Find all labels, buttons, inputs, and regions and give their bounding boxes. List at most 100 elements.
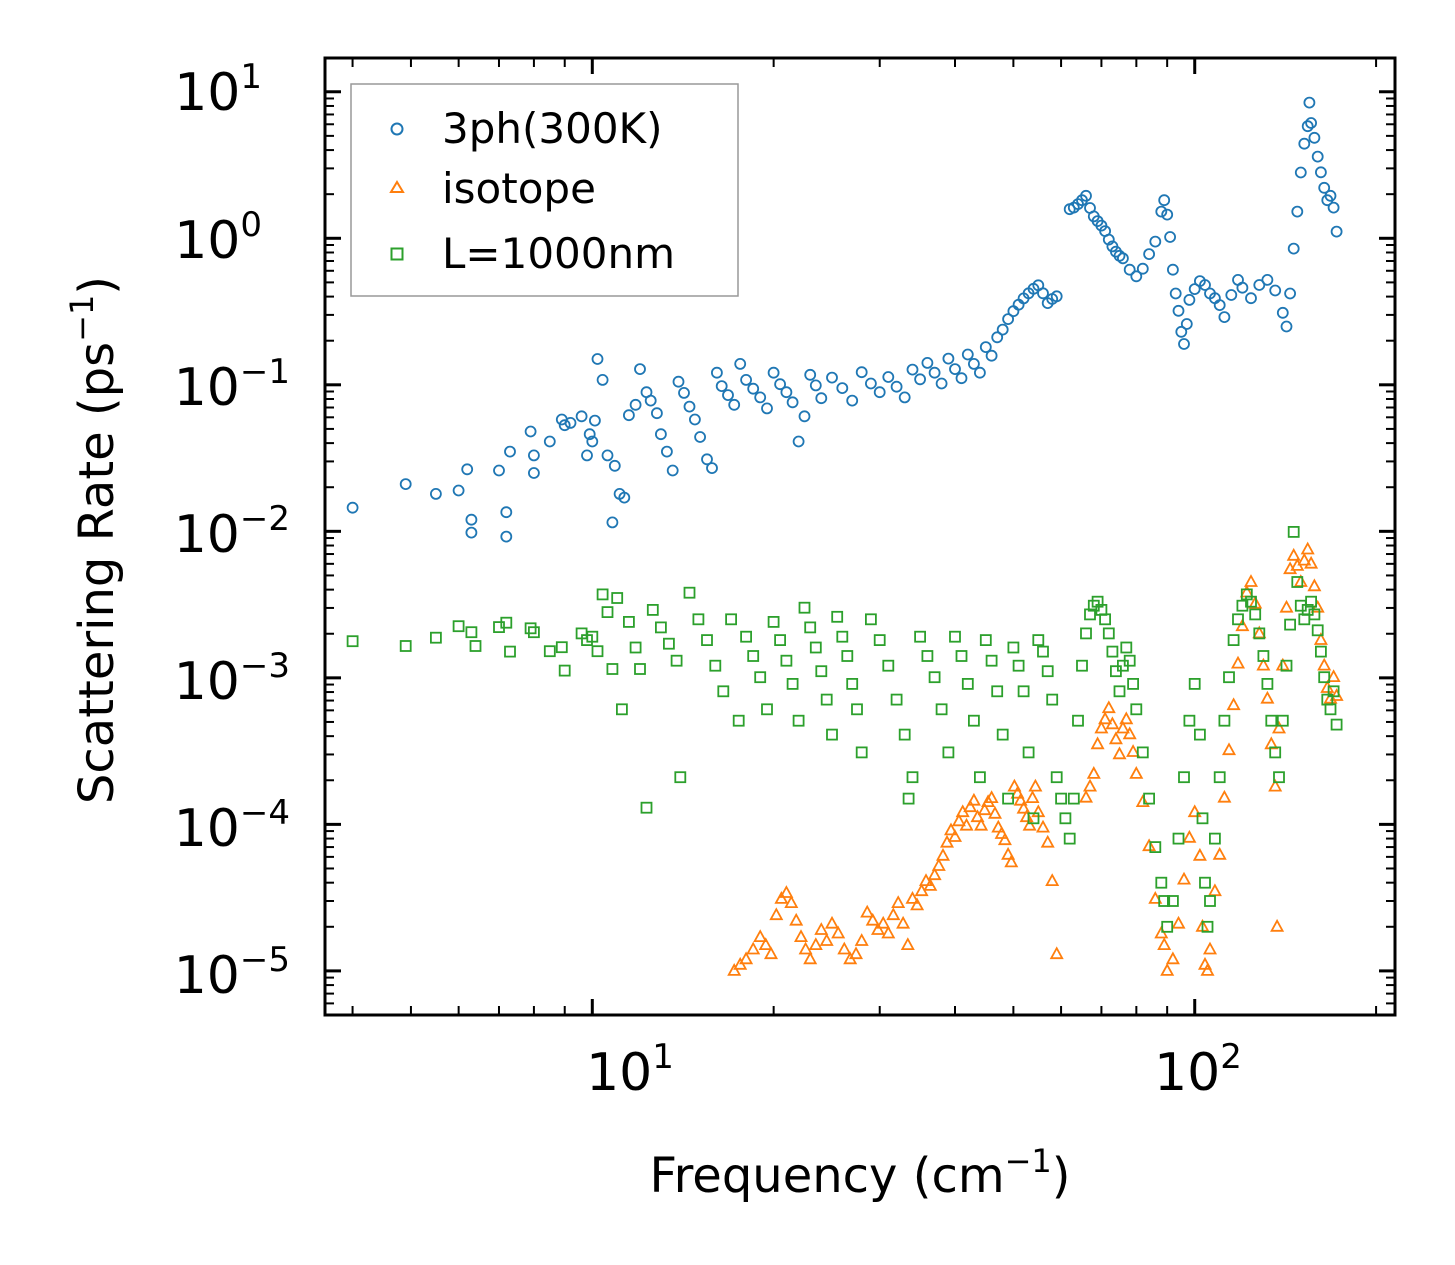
data-point bbox=[886, 907, 901, 921]
data-point bbox=[854, 933, 869, 946]
data-point bbox=[1293, 574, 1308, 587]
data-point bbox=[974, 817, 989, 831]
data-point bbox=[1167, 895, 1179, 907]
data-point bbox=[1311, 150, 1324, 163]
data-point bbox=[1136, 262, 1149, 275]
data-point bbox=[1022, 746, 1035, 759]
data-point bbox=[987, 805, 1003, 819]
data-point bbox=[793, 929, 809, 942]
data-point bbox=[1199, 279, 1211, 291]
data-point bbox=[1213, 771, 1226, 784]
data-point bbox=[1101, 700, 1116, 714]
data-point bbox=[747, 650, 760, 662]
data-point bbox=[873, 386, 886, 399]
data-point bbox=[465, 513, 478, 526]
data-point bbox=[666, 464, 679, 477]
data-point bbox=[651, 407, 663, 420]
data-point bbox=[1055, 792, 1067, 805]
data-point bbox=[1160, 963, 1175, 976]
data-point bbox=[524, 425, 537, 438]
data-point bbox=[1106, 645, 1119, 658]
data-point bbox=[596, 588, 609, 601]
data-point bbox=[558, 664, 571, 677]
data-point bbox=[974, 366, 986, 379]
data-point bbox=[786, 678, 799, 690]
data-point bbox=[966, 792, 981, 806]
data-point bbox=[1129, 766, 1144, 779]
data-point bbox=[528, 449, 540, 462]
data-point bbox=[902, 792, 915, 805]
data-point bbox=[826, 728, 838, 741]
data-point bbox=[500, 616, 513, 629]
data-point bbox=[1010, 785, 1025, 799]
y-axis-label: Scattering Rate (ps−1) bbox=[63, 276, 125, 804]
data-point bbox=[1243, 574, 1259, 587]
data-point bbox=[740, 373, 752, 386]
data-point bbox=[767, 616, 780, 628]
data-point bbox=[591, 353, 604, 365]
data-point bbox=[836, 630, 849, 643]
data-point bbox=[881, 925, 896, 939]
data-point bbox=[1167, 263, 1179, 276]
data-point bbox=[1311, 624, 1324, 637]
data-point bbox=[1315, 645, 1327, 658]
data-point bbox=[1082, 778, 1098, 792]
data-point bbox=[1291, 205, 1304, 218]
data-point bbox=[1046, 693, 1059, 706]
data-point bbox=[524, 622, 537, 635]
data-point bbox=[1261, 273, 1274, 286]
data-point bbox=[1080, 189, 1092, 202]
y-tick-label-1e-1: 10−1 bbox=[174, 352, 290, 418]
data-point bbox=[961, 348, 974, 361]
data-point bbox=[399, 478, 412, 491]
data-point bbox=[1276, 306, 1289, 319]
data-point bbox=[1187, 804, 1202, 818]
data-point bbox=[996, 728, 1009, 741]
y-tick-label-1e-3: 10−3 bbox=[174, 646, 290, 712]
data-point bbox=[1037, 287, 1049, 300]
data-point bbox=[1297, 552, 1312, 566]
data-point bbox=[984, 790, 999, 803]
data-point bbox=[727, 963, 742, 976]
data-point bbox=[943, 822, 959, 836]
data-point bbox=[634, 363, 646, 376]
data-point bbox=[1017, 685, 1030, 698]
data-point bbox=[1194, 728, 1206, 741]
legend-label-l1000nm: L=1000nm bbox=[442, 229, 675, 278]
data-point bbox=[1239, 584, 1254, 598]
data-point bbox=[728, 398, 741, 411]
data-point bbox=[974, 771, 986, 784]
series-l-1000nm bbox=[346, 526, 1343, 933]
data-point bbox=[1063, 832, 1076, 845]
data-point bbox=[1209, 832, 1221, 845]
data-point bbox=[979, 341, 992, 354]
data-point bbox=[1284, 618, 1296, 631]
data-point bbox=[465, 526, 478, 539]
data-point bbox=[804, 368, 817, 381]
data-point bbox=[1221, 742, 1237, 756]
data-point bbox=[819, 933, 834, 946]
data-point bbox=[586, 435, 599, 448]
data-point bbox=[558, 419, 571, 432]
data-point bbox=[1126, 744, 1141, 757]
data-point bbox=[896, 915, 911, 929]
data-point bbox=[1307, 578, 1322, 592]
data-point bbox=[826, 371, 838, 384]
data-point bbox=[469, 640, 482, 652]
data-point bbox=[1091, 595, 1104, 608]
data-point bbox=[1260, 690, 1275, 704]
data-point bbox=[670, 654, 683, 667]
data-point bbox=[955, 372, 968, 385]
data-point bbox=[734, 357, 747, 370]
data-point bbox=[1275, 657, 1290, 671]
data-point bbox=[1178, 338, 1190, 350]
data-point bbox=[1119, 711, 1134, 725]
data-point bbox=[1158, 895, 1171, 907]
data-point bbox=[1105, 716, 1120, 730]
data-point bbox=[798, 941, 813, 955]
data-point bbox=[1188, 283, 1201, 296]
data-point bbox=[1324, 703, 1337, 716]
data-point bbox=[1120, 641, 1133, 654]
data-point bbox=[715, 380, 728, 393]
data-point bbox=[1123, 654, 1136, 667]
